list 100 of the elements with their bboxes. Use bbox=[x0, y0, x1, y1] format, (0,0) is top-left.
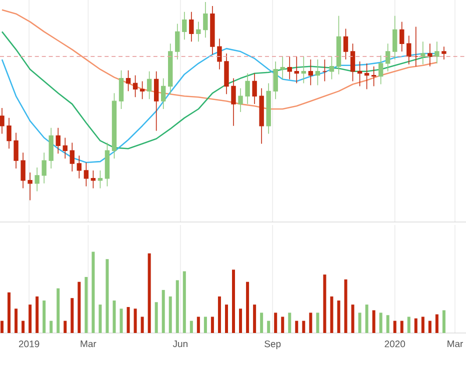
bar bbox=[148, 253, 151, 333]
bar bbox=[288, 312, 292, 333]
bar bbox=[435, 314, 438, 333]
bar bbox=[365, 304, 368, 333]
bar bbox=[176, 280, 179, 333]
bar bbox=[386, 315, 390, 333]
bar bbox=[428, 320, 432, 333]
candlestick bbox=[76, 155, 82, 179]
bar bbox=[190, 320, 193, 333]
bar bbox=[84, 276, 88, 333]
bar bbox=[56, 288, 60, 333]
x-tick-label: 2019 bbox=[18, 340, 40, 348]
bar bbox=[120, 308, 123, 333]
bar bbox=[196, 316, 200, 333]
x-tick-label: Mar bbox=[80, 340, 96, 348]
bar bbox=[28, 304, 32, 333]
candlestick bbox=[146, 70, 152, 100]
candlestick bbox=[442, 46, 446, 60]
x-tick-label: Sep bbox=[264, 340, 281, 350]
bar bbox=[358, 312, 362, 333]
x-tick-label: Mar bbox=[448, 340, 463, 348]
bar bbox=[253, 304, 256, 333]
candlestick bbox=[329, 56, 334, 80]
candlestick bbox=[132, 74, 138, 98]
candlestick bbox=[252, 72, 257, 104]
bar bbox=[323, 274, 326, 333]
bar bbox=[372, 310, 376, 333]
candlestick bbox=[28, 172, 32, 201]
bar bbox=[210, 316, 214, 333]
candlestick bbox=[196, 21, 201, 42]
candlestick bbox=[308, 59, 314, 86]
bar bbox=[351, 304, 354, 333]
candlestick bbox=[189, 11, 194, 42]
candlestick bbox=[392, 15, 398, 60]
candlestick bbox=[203, 2, 208, 38]
bar bbox=[281, 316, 284, 333]
candlestick bbox=[20, 152, 26, 189]
candlestick bbox=[14, 132, 18, 169]
bar bbox=[414, 318, 418, 333]
bar bbox=[302, 320, 306, 333]
candlestick bbox=[126, 70, 131, 92]
bar bbox=[316, 312, 320, 333]
candlestick bbox=[231, 78, 236, 126]
candlestick bbox=[34, 167, 40, 192]
bar bbox=[267, 320, 270, 333]
candlestick bbox=[406, 35, 412, 65]
candlestick bbox=[62, 137, 68, 159]
bar bbox=[182, 271, 186, 333]
candlestick bbox=[273, 61, 278, 100]
bar bbox=[400, 320, 404, 333]
bar bbox=[204, 316, 207, 333]
bar bbox=[379, 312, 382, 333]
candlestick bbox=[182, 11, 187, 40]
bar bbox=[126, 307, 130, 333]
bar bbox=[393, 320, 396, 333]
candlestick bbox=[400, 21, 404, 52]
bar bbox=[260, 312, 264, 333]
bar bbox=[64, 320, 67, 333]
candlestick bbox=[371, 66, 376, 87]
candlestick bbox=[56, 127, 60, 154]
candlestick bbox=[6, 118, 12, 150]
candlestick bbox=[161, 78, 166, 110]
bar bbox=[162, 290, 165, 333]
bar bbox=[218, 296, 221, 333]
candlestick bbox=[350, 43, 356, 82]
candlestick bbox=[378, 55, 384, 85]
candlestick bbox=[357, 61, 362, 87]
bar bbox=[309, 312, 312, 333]
bar bbox=[134, 308, 137, 333]
candlestick bbox=[428, 43, 432, 67]
bar bbox=[168, 296, 172, 333]
candlestick bbox=[245, 72, 250, 104]
bar bbox=[106, 259, 109, 333]
bar bbox=[337, 300, 340, 333]
bar bbox=[239, 308, 242, 333]
candlestick bbox=[343, 28, 348, 60]
candlestick bbox=[385, 43, 390, 72]
bar bbox=[92, 252, 95, 333]
candlestick bbox=[315, 59, 320, 86]
bar bbox=[42, 300, 46, 333]
x-tick-label: 2020 bbox=[384, 340, 406, 348]
bar bbox=[407, 316, 410, 333]
candlestick bbox=[364, 63, 370, 90]
bar bbox=[70, 298, 74, 333]
bar bbox=[295, 320, 298, 333]
bar bbox=[154, 302, 158, 333]
bar bbox=[140, 316, 144, 333]
bar bbox=[232, 270, 236, 333]
bar bbox=[330, 296, 334, 333]
candlestick bbox=[238, 88, 243, 112]
bar bbox=[274, 312, 278, 333]
bar bbox=[246, 282, 250, 333]
bar bbox=[224, 304, 228, 333]
candlestick bbox=[420, 41, 426, 65]
candlestick bbox=[42, 152, 46, 184]
bar bbox=[36, 296, 39, 333]
bar bbox=[22, 320, 25, 333]
candlestick bbox=[90, 170, 96, 189]
bar bbox=[98, 304, 102, 333]
x-tick-label: Jun bbox=[172, 340, 188, 348]
